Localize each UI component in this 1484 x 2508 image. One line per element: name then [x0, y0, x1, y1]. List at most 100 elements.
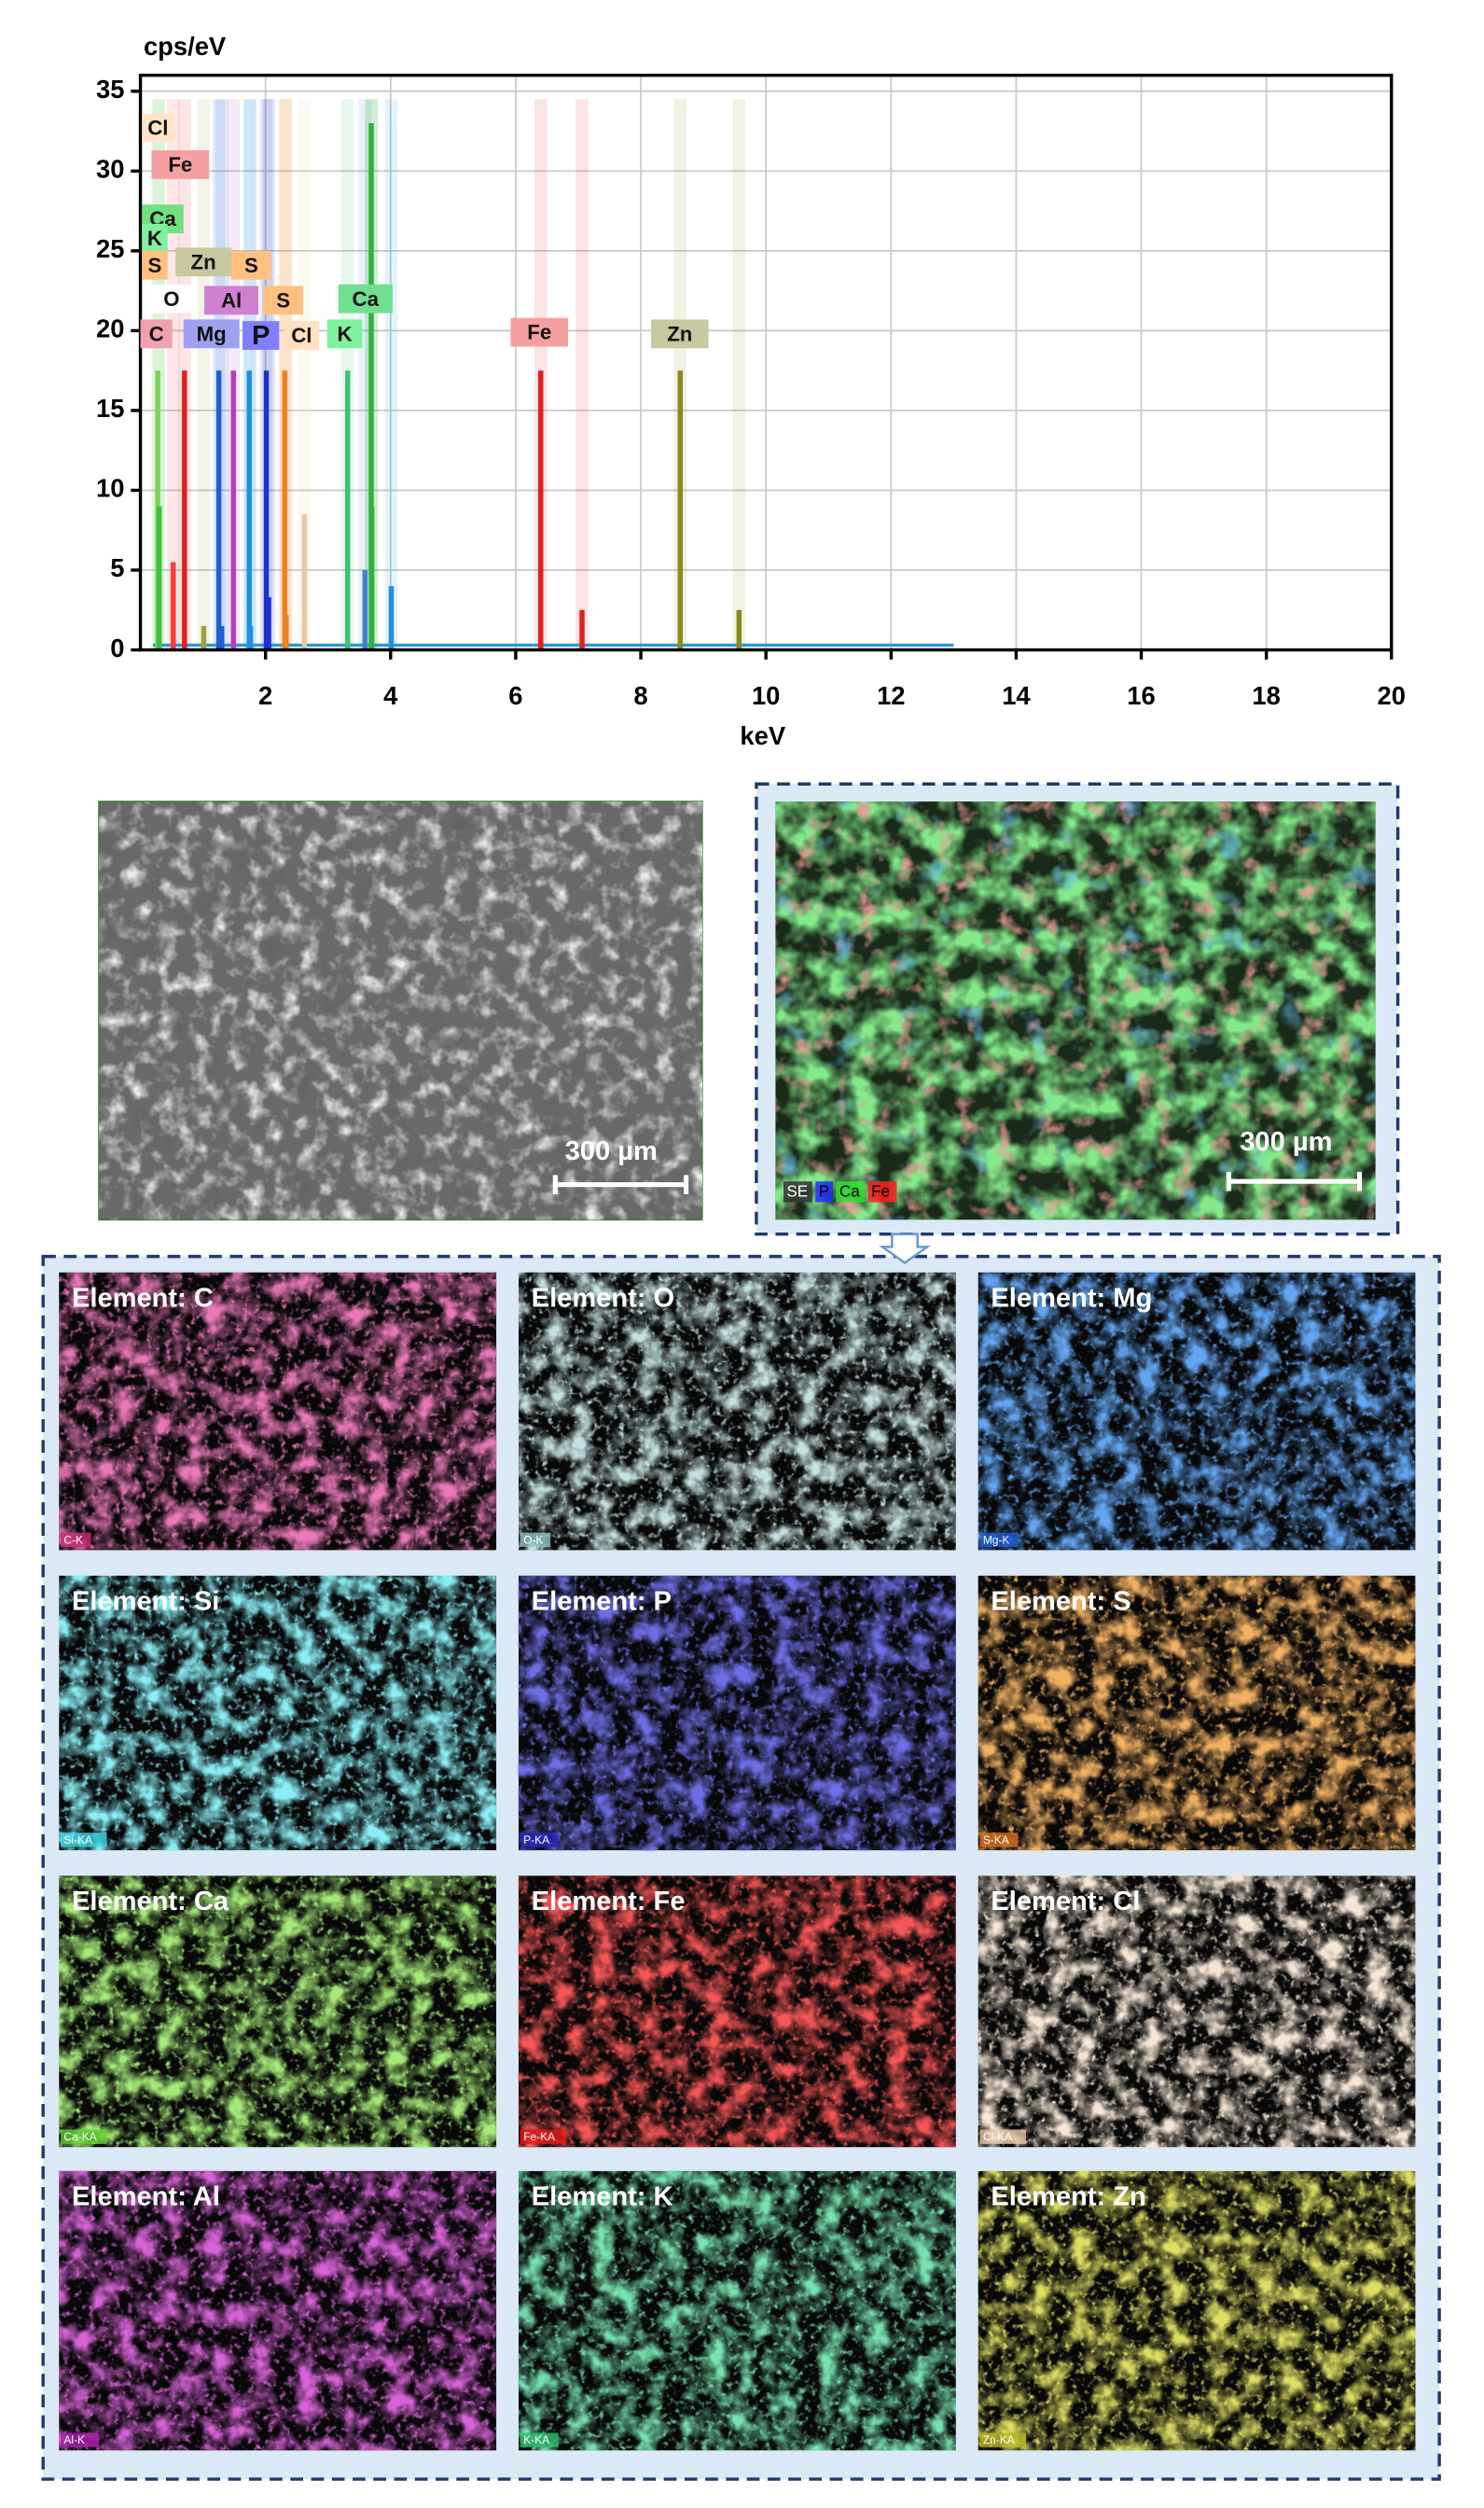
peak	[368, 122, 374, 650]
grid	[140, 75, 1393, 651]
peak-marker	[298, 99, 312, 650]
peak	[246, 370, 252, 650]
peak-label: Ca	[353, 287, 380, 311]
legend-label: Ca	[839, 1183, 860, 1201]
scale-bar	[552, 1175, 689, 1194]
map-tag-box	[61, 1532, 91, 1547]
x-tick-label: 6	[508, 681, 522, 710]
map-tag: S-KA	[983, 1833, 1009, 1846]
peak	[230, 370, 237, 650]
peak	[218, 625, 225, 650]
map-title: Element: Fe	[532, 1887, 686, 1916]
peak	[362, 570, 368, 650]
peak-label: Zn	[191, 250, 216, 273]
x-tick-label: 16	[1127, 681, 1155, 710]
peak	[538, 370, 544, 650]
peak-label-box	[142, 250, 168, 280]
peak-marker	[384, 99, 398, 650]
map-tag: P-KA	[523, 1833, 549, 1846]
peak-label: S	[276, 288, 290, 312]
peak	[388, 586, 395, 650]
scale-bar-label: 300 µm	[1240, 1127, 1332, 1157]
map-speckle	[518, 1575, 956, 1851]
map-speckle	[518, 2170, 956, 2451]
peak-label: Fe	[527, 321, 551, 344]
x-tick-label: 14	[1002, 681, 1031, 710]
legend-swatch	[815, 1181, 834, 1203]
map-tag-box	[520, 2129, 567, 2144]
peak-label: K	[337, 322, 352, 345]
map-speckle	[59, 2170, 497, 2451]
element-map: Element: P P-KA	[518, 1575, 956, 1851]
element-map: Element: C C-K	[59, 1272, 497, 1551]
y-tick-label: 30	[96, 155, 124, 184]
peak	[171, 562, 176, 650]
y-tick-label: 20	[96, 314, 124, 343]
peak-label: Mg	[197, 322, 227, 345]
peak	[182, 370, 187, 650]
composite-layer	[775, 801, 1376, 1220]
peak	[266, 597, 271, 650]
map-speckle	[59, 1875, 497, 2148]
map-title: Element: S	[991, 1587, 1130, 1617]
peak-label-box	[175, 247, 232, 277]
peak	[284, 614, 289, 650]
y-tick-label: 15	[96, 394, 124, 423]
y-axis-label: cps/eV	[144, 32, 227, 61]
peak	[368, 506, 375, 650]
map-tag-box	[979, 1532, 1019, 1547]
legend-label: P	[819, 1183, 829, 1201]
peak-label: S	[148, 254, 162, 277]
composite-map: 300 µm SE P Ca Fe	[775, 801, 1376, 1220]
peak	[156, 506, 162, 650]
y-tick-label: 5	[110, 553, 124, 582]
map-tag: Zn-KA	[983, 2433, 1015, 2446]
map-tag: C-K	[63, 1533, 83, 1546]
map-title: Element: O	[532, 1284, 675, 1314]
map-title: Element: Cl	[991, 1887, 1140, 1916]
y-tick-label: 10	[96, 474, 124, 503]
map-tag: Al-K	[63, 2433, 85, 2446]
map-title: Element: Mg	[991, 1284, 1152, 1314]
map-title: Element: Al	[72, 2182, 220, 2212]
scale-bar-label: 300 µm	[565, 1136, 658, 1166]
map-title: Element: C	[72, 1284, 214, 1314]
map-speckle	[59, 1575, 497, 1851]
map-tag: Cl-KA	[983, 2130, 1012, 2143]
peak	[579, 609, 585, 650]
peak-label-box	[338, 284, 393, 314]
peak	[282, 370, 288, 650]
element-map: Element: Zn Zn-KA	[978, 2170, 1416, 2451]
peak-label-box	[203, 286, 259, 315]
peak-marker	[166, 99, 180, 650]
x-tick-label: 10	[752, 681, 780, 710]
y-tick-label: 35	[96, 75, 124, 104]
peak	[247, 625, 254, 650]
peak-label-box	[243, 321, 280, 350]
map-title: Element: P	[532, 1587, 672, 1617]
peak-label-box	[142, 223, 168, 253]
peak-label-box	[183, 319, 240, 349]
peak-marker	[732, 99, 746, 650]
x-axis-label: keV	[740, 721, 785, 750]
peak-label: Fe	[168, 153, 192, 176]
x-tick-label: 18	[1252, 681, 1280, 710]
map-title: Element: K	[532, 2182, 673, 2212]
element-map: Element: Si Si-KA	[59, 1575, 497, 1851]
element-map: Element: Fe Fe-KA	[518, 1875, 956, 2148]
peak-label-box	[284, 321, 320, 350]
y-tick-label: 0	[110, 634, 124, 662]
arrow	[879, 1233, 931, 1265]
peak-label-box	[510, 317, 569, 347]
peak-marker	[358, 99, 372, 650]
peak-label: Cl	[291, 324, 312, 347]
sem-shadow	[99, 801, 702, 1220]
map-tag: Fe-KA	[523, 2130, 555, 2143]
x-tick-label: 8	[633, 681, 647, 710]
peak-label-box	[231, 250, 271, 280]
legend-label: SE	[786, 1183, 808, 1201]
peak-marker	[197, 99, 211, 650]
map-tag: K-KA	[523, 2433, 549, 2446]
sem-image: 300 µm	[98, 801, 703, 1221]
